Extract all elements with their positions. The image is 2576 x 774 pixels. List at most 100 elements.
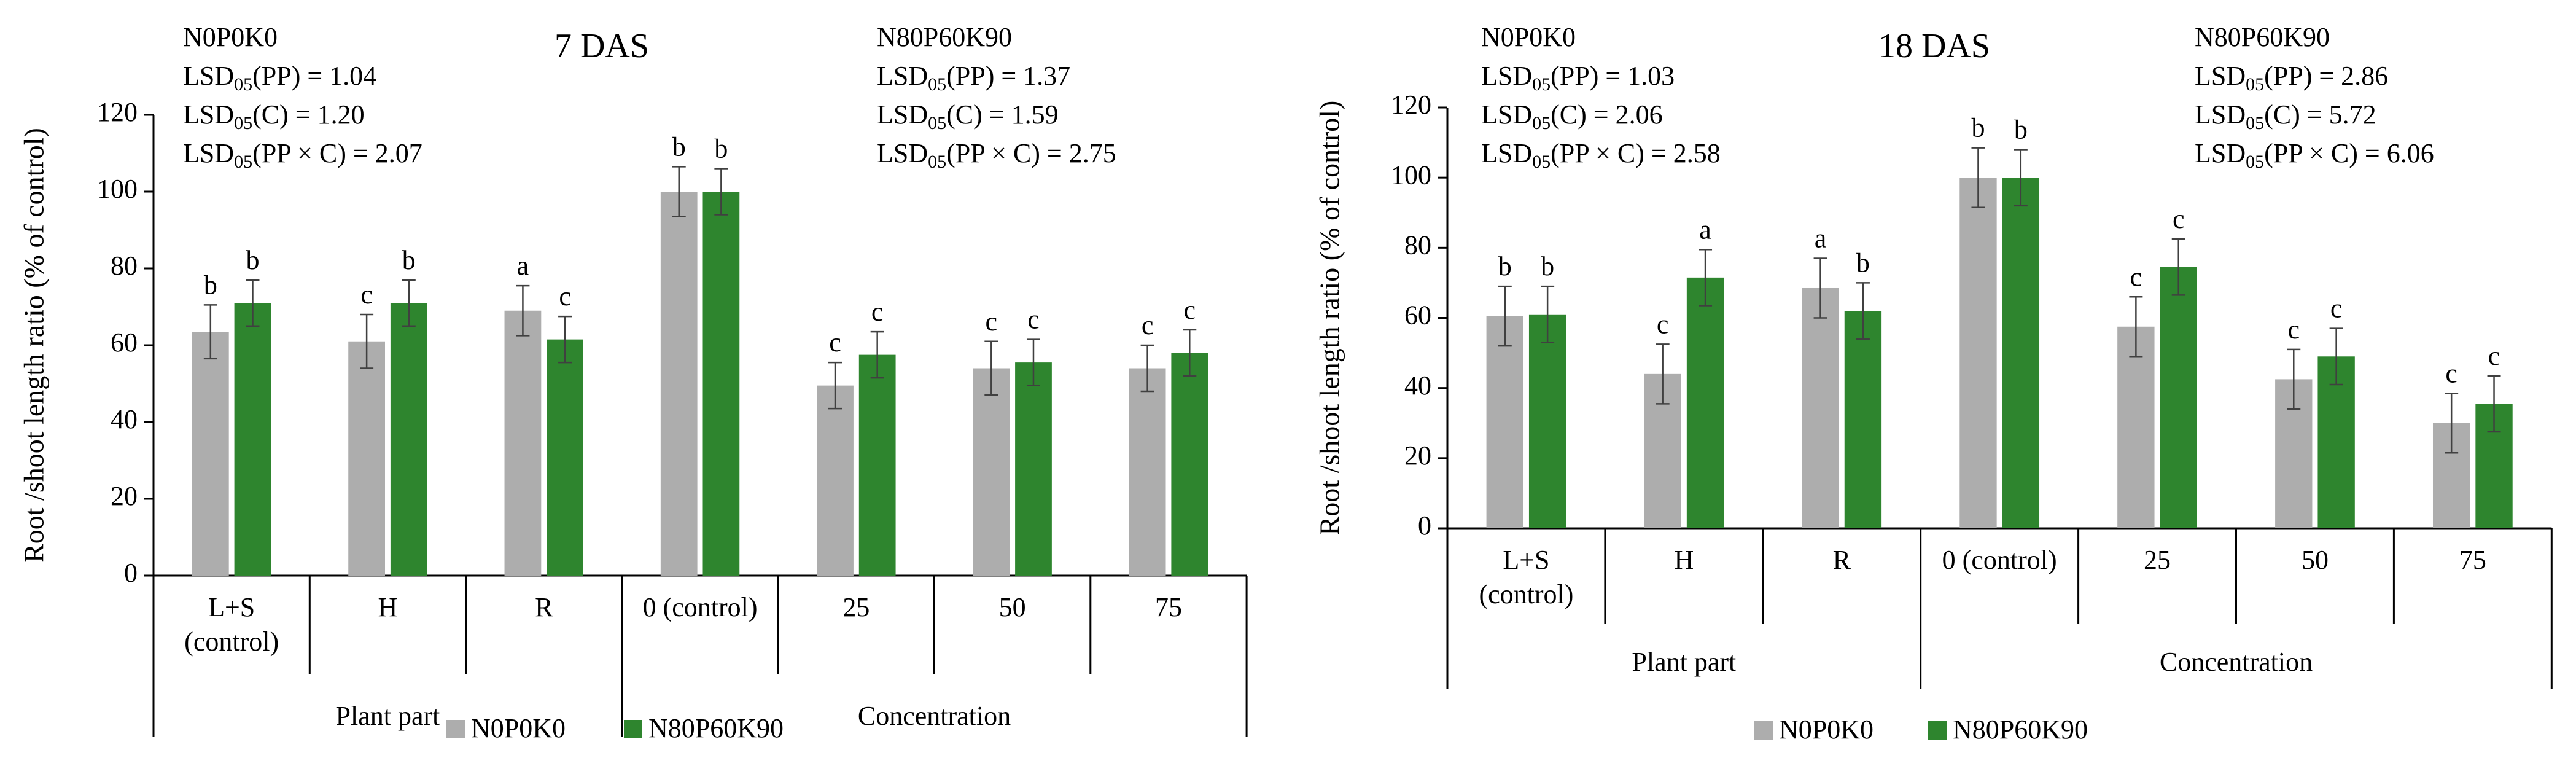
category-label: 75 <box>1155 592 1182 622</box>
significance-letter: c <box>2173 204 2185 234</box>
category-label: 25 <box>842 592 870 622</box>
significance-letter: b <box>714 134 728 164</box>
legend-swatch <box>1754 721 1773 740</box>
category-label: 25 <box>2144 545 2171 575</box>
lsd-line: LSD05(C) = 2.06 <box>1481 100 1663 133</box>
annotation-title: N0P0K0 <box>183 22 278 52</box>
bar-series1 <box>348 341 385 576</box>
significance-letter: c <box>559 281 571 311</box>
y-tick-label: 120 <box>97 97 138 127</box>
category-label: H <box>378 592 398 622</box>
significance-letter: c <box>986 307 998 337</box>
y-tick-label: 120 <box>1391 90 1431 120</box>
bar-series2 <box>1528 314 1566 528</box>
category-label: 50 <box>2302 545 2329 575</box>
annotation-title: N80P60K90 <box>877 22 1012 52</box>
lsd-line: LSD05(PP) = 2.86 <box>2195 61 2388 95</box>
lsd-line: LSD05(PP × C) = 2.75 <box>877 138 1116 172</box>
bar-series1 <box>660 192 698 576</box>
annotation-title: N80P60K90 <box>2195 22 2330 52</box>
significance-letter: a <box>517 251 529 281</box>
category-label: R <box>535 592 553 622</box>
y-axis-title: Root /shoot length ratio (% of control) <box>18 128 50 563</box>
significance-letter: b <box>1971 113 1985 143</box>
y-tick-label: 100 <box>1391 160 1431 190</box>
significance-letter: c <box>2288 315 2300 345</box>
y-tick-label: 20 <box>111 481 138 511</box>
legend-label: N80P60K90 <box>648 713 784 743</box>
chart-title: 7 DAS <box>555 27 649 65</box>
bar-series2 <box>1844 311 1882 528</box>
legend-label: N80P60K90 <box>1953 714 2088 745</box>
category-label: L+S (control) <box>1479 545 1573 609</box>
bar-series1 <box>1129 368 1166 576</box>
significance-letter: c <box>360 280 373 310</box>
bar-series2 <box>547 339 583 576</box>
group-label: Plant part <box>1632 647 1736 677</box>
chart-2: 18 DAS Root /shoot length ratio (% of con… <box>1314 22 2553 745</box>
significance-letter: b <box>1856 248 1870 278</box>
significance-letter: b <box>1541 251 1554 281</box>
significance-letter: c <box>1142 310 1154 340</box>
category-label: L+S (control) <box>184 592 279 657</box>
significance-letter: c <box>1657 309 1669 339</box>
significance-letter: c <box>2445 358 2457 388</box>
lsd-line: LSD05(PP × C) = 2.58 <box>1481 138 1721 172</box>
bar-series1 <box>2117 326 2155 528</box>
lsd-line: LSD05(PP) = 1.03 <box>1481 61 1675 95</box>
bar-series2 <box>1015 362 1052 576</box>
y-tick-label: 60 <box>1404 300 1431 330</box>
bar-series2 <box>390 303 427 576</box>
y-tick-label: 0 <box>124 558 138 588</box>
category-label: 50 <box>999 592 1026 622</box>
legend-label: N0P0K0 <box>1779 714 1874 745</box>
significance-letter: c <box>2130 262 2142 292</box>
bar-series2 <box>1686 277 1724 528</box>
legend-swatch <box>446 720 465 738</box>
significance-letter: b <box>1498 251 1512 281</box>
group-label: Plant part <box>336 701 440 731</box>
significance-letter: c <box>871 297 884 327</box>
bar-series2 <box>1171 353 1208 576</box>
legend-swatch <box>624 720 642 738</box>
lsd-line: LSD05(PP × C) = 2.07 <box>183 138 422 172</box>
y-tick-label: 40 <box>111 404 138 434</box>
y-tick-label: 80 <box>1404 230 1431 260</box>
significance-letter: c <box>829 327 841 358</box>
lsd-line: LSD05(C) = 1.20 <box>183 100 365 133</box>
bar-series1 <box>1959 178 1997 529</box>
bar-series1 <box>504 310 542 576</box>
bar-series2 <box>2160 267 2197 528</box>
significance-letter: a <box>1815 224 1827 254</box>
bar-series1 <box>1802 287 1839 528</box>
significance-letter: c <box>1184 295 1196 325</box>
significance-letter: b <box>2014 115 2028 145</box>
significance-letter: b <box>402 245 416 275</box>
category-label: 75 <box>2459 545 2486 575</box>
significance-letter: c <box>1027 305 1040 335</box>
significance-letter: c <box>2330 294 2343 324</box>
chart-1: 7 DAS Root /shoot length ratio (% of cont… <box>18 22 1248 743</box>
legend-label: N0P0K0 <box>471 713 566 743</box>
chart-title: 18 DAS <box>1878 27 1990 65</box>
y-tick-label: 80 <box>111 251 138 281</box>
y-tick-label: 0 <box>1418 510 1431 541</box>
bar-series1 <box>1486 316 1523 528</box>
group-label: Concentration <box>858 701 1011 731</box>
lsd-line: LSD05(C) = 1.59 <box>877 100 1059 133</box>
bar-series1 <box>973 368 1010 576</box>
bar-series1 <box>817 385 854 576</box>
category-label: 0 (control) <box>1942 545 2057 575</box>
annotation-title: N0P0K0 <box>1481 22 1576 52</box>
y-tick-label: 40 <box>1404 370 1431 401</box>
bar-series2 <box>2002 178 2040 529</box>
significance-letter: b <box>246 245 259 275</box>
category-label: 0 (control) <box>643 592 758 622</box>
lsd-line: LSD05(PP × C) = 6.06 <box>2195 138 2434 172</box>
category-label: H <box>1674 545 1694 575</box>
y-tick-label: 20 <box>1404 440 1431 471</box>
significance-letter: b <box>672 131 686 162</box>
y-tick-label: 60 <box>111 327 138 358</box>
bar-series2 <box>858 354 896 576</box>
